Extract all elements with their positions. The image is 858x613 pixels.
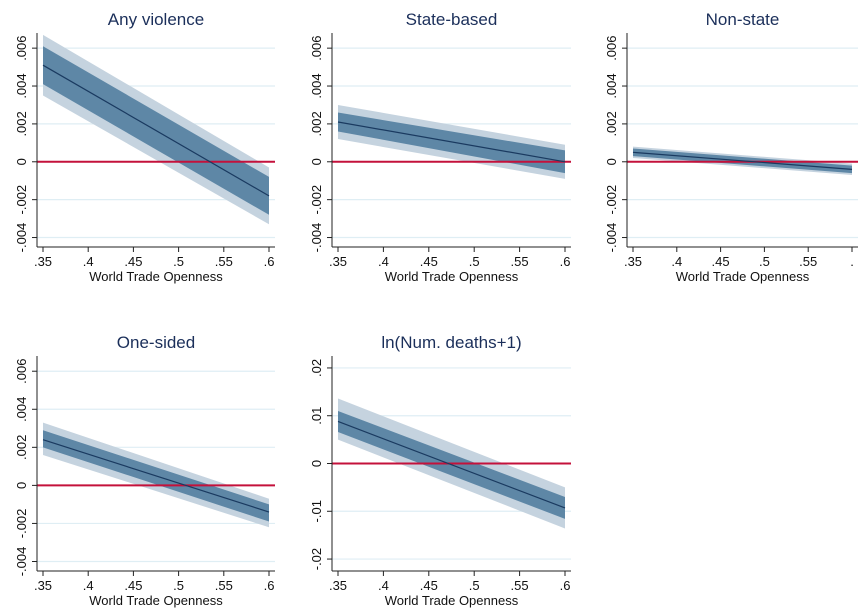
x-tick-label: .55 [799, 254, 817, 269]
y-tick-label: -.002 [604, 185, 619, 215]
x-tick-label: .55 [511, 578, 529, 593]
y-tick-label: .002 [14, 435, 29, 460]
y-tick-label: -.002 [14, 185, 29, 215]
chart-title: ln(Num. deaths+1) [381, 333, 521, 352]
chart-panel-5: ln(Num. deaths+1) -.02 -.01 0 .01 .02 .35 .4 .45… [309, 333, 571, 608]
y-tick-label: -.004 [604, 223, 619, 253]
x-tick-label: .55 [215, 578, 233, 593]
x-tick-label: .6 [264, 254, 275, 269]
y-tick-label: .01 [309, 407, 324, 425]
chart-panel-3: Non-state -.004 -.002 0 .002 .004 .006 .35 .4 .45… [604, 10, 858, 284]
x-tick-label: .35 [34, 578, 52, 593]
chart-panel-2: State-based -.004 -.002 0 .002 .004 .006 .35 .4.… [309, 10, 571, 284]
y-tick-label: 0 [604, 158, 619, 165]
y-tick-label: -.004 [14, 223, 29, 253]
y-tick-label: -.002 [309, 185, 324, 215]
x-tick-label: .45 [712, 254, 730, 269]
y-tick-label: .004 [309, 73, 324, 98]
x-tick-label: .5 [759, 254, 770, 269]
confidence-band-inner [338, 112, 565, 174]
x-axis-label: World Trade Openness [89, 593, 223, 608]
x-tick-label: .5 [173, 254, 184, 269]
series-line [42, 439, 270, 513]
x-tick-label: .4 [83, 254, 94, 269]
y-tick-label: .006 [14, 359, 29, 384]
y-tick-label: .002 [14, 111, 29, 136]
x-tick-label: .45 [420, 254, 438, 269]
x-tick-label: .35 [329, 254, 347, 269]
x-tick-label: .45 [124, 578, 142, 593]
x-axis-label: World Trade Openness [385, 269, 519, 284]
x-tick-label: .35 [624, 254, 642, 269]
y-tick-label: .006 [309, 35, 324, 60]
chart-title: State-based [406, 10, 498, 29]
x-tick-label: .4 [378, 578, 389, 593]
y-tick-label: -.002 [14, 509, 29, 539]
y-tick-label: .02 [309, 359, 324, 377]
y-tick-label: .006 [14, 35, 29, 60]
x-tick-label: .5 [469, 254, 480, 269]
x-tick-label: .5 [469, 578, 480, 593]
y-tick-label: 0 [309, 460, 324, 467]
x-axis-label: World Trade Openness [676, 269, 810, 284]
y-tick-label: 0 [309, 158, 324, 165]
y-tick-label: .002 [604, 111, 619, 136]
y-tick-label: .004 [604, 73, 619, 98]
y-tick-label: -.01 [309, 500, 324, 522]
x-tick-label: .6 [560, 578, 571, 593]
chart-panel-4: One-sided -.004 -.002 0 .002 .004 .006 .35 .4 .45… [14, 333, 275, 608]
y-tick-label: .004 [14, 397, 29, 422]
y-tick-label: 0 [14, 158, 29, 165]
y-tick-label: .004 [14, 73, 29, 98]
x-tick-label: .5 [173, 578, 184, 593]
x-tick-label: .45 [420, 578, 438, 593]
y-tick-label: -.004 [309, 223, 324, 253]
x-tick-label: .45 [124, 254, 142, 269]
chart-title: Non-state [706, 10, 780, 29]
x-axis-label: World Trade Openness [385, 593, 519, 608]
x-tick-label: .35 [34, 254, 52, 269]
series-line [337, 420, 566, 509]
y-tick-label: -.004 [14, 547, 29, 577]
y-tick-label: 0 [14, 482, 29, 489]
x-axis-label: World Trade Openness [89, 269, 223, 284]
x-tick-label: .4 [83, 578, 94, 593]
x-tick-label: .6 [560, 254, 571, 269]
series-line [632, 151, 853, 170]
y-tick-label: .002 [309, 111, 324, 136]
x-tick-label: . [850, 254, 854, 269]
chart-title: Any violence [108, 10, 204, 29]
series-line [42, 64, 270, 197]
chart-title: One-sided [117, 333, 195, 352]
chart-panel-1: Any violence -.004 -.002 0 .002 .004 .006 .35 .4… [14, 10, 275, 284]
y-tick-label: .006 [604, 35, 619, 60]
x-tick-label: .35 [329, 578, 347, 593]
x-tick-label: .4 [378, 254, 389, 269]
y-tick-label: -.02 [309, 548, 324, 570]
x-tick-label: .6 [264, 578, 275, 593]
x-tick-label: .4 [671, 254, 682, 269]
x-tick-label: .55 [511, 254, 529, 269]
series-line [337, 121, 566, 163]
x-tick-label: .55 [215, 254, 233, 269]
